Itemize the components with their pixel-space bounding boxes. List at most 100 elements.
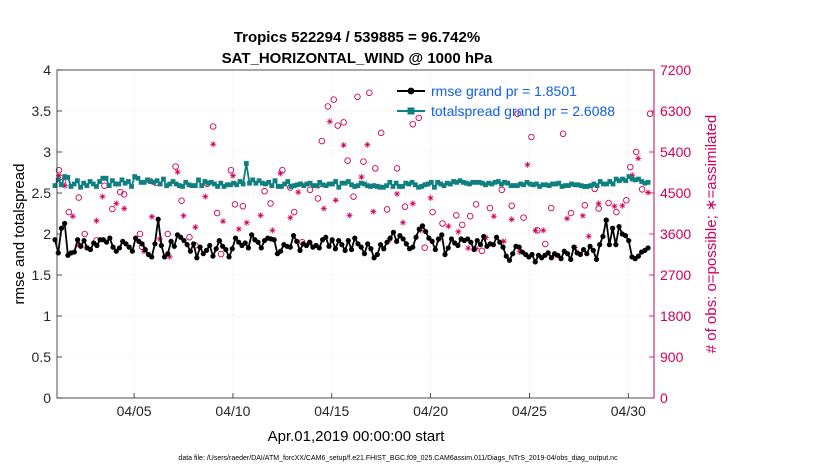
obs-assimilated-point [579,212,586,219]
obs-assimilated-point [540,227,547,234]
y-tick-label: 4 [43,62,51,78]
x-axis-label: Apr.01,2019 00:00:00 start [268,428,446,445]
spread-series [52,161,651,190]
spread-point [256,178,262,184]
rmse-point [410,244,416,250]
obs-assimilated-point [295,189,302,196]
spread-point [572,182,578,188]
spread-point [374,184,380,189]
rmse-point [197,244,203,250]
spread-point [148,179,154,184]
obs-possible-point [330,96,338,103]
rmse-point [213,246,219,252]
rmse-point [464,236,471,242]
rmse-point [249,232,255,238]
data-file-footnote: data file: /Users/raeder/DAI/ATM_forcXX/… [178,455,618,462]
rmse-point [184,242,190,248]
rmse-point [555,252,561,258]
y-tick-label: 2 [43,226,51,242]
spread-point [607,179,613,184]
legend-spread-marker [407,107,415,115]
spread-point [438,181,444,187]
obs-possible-point [75,194,82,201]
obs-assimilated-point [532,227,539,234]
rmse-point [223,246,229,253]
rmse-point [371,255,377,261]
spread-point [196,177,201,183]
spread-point [639,179,645,184]
spread-point [326,181,332,187]
y2-tick-label: 5400 [660,144,691,160]
y2-tick-label: 7200 [660,62,691,78]
spread-point [90,181,96,187]
spread-point [368,184,374,189]
spread-point [416,184,421,190]
spread-point [237,179,243,184]
spread-point [208,179,214,185]
rmse-point [568,256,574,263]
rmse-point [490,242,496,248]
obs-possible-point [354,93,361,101]
spread-point [499,181,504,187]
obs-possible-point [227,166,235,174]
rmse-point [352,235,358,241]
rmse-point [336,237,342,244]
spread-point [301,183,307,189]
rmse-point [616,224,622,230]
rmse-point [397,233,403,239]
spread-point [113,181,119,187]
spread-point [460,179,466,185]
obs-possible-point [178,197,185,204]
rmse-point [113,248,119,254]
y2-tick-label: 1800 [660,308,691,324]
spread-point [435,179,441,185]
y-tick-label: 1 [43,308,51,324]
obs-assimilated-point [202,193,209,200]
rmse-point [258,245,264,251]
spread-point [454,179,460,185]
spread-point [218,180,224,186]
obs-assimilated-point [320,205,327,212]
spread-point [349,182,354,188]
rmse-point [355,241,361,247]
spread-point [74,178,80,184]
spread-point [562,183,568,189]
rmse-point [374,251,380,258]
obs-assimilated-point [235,225,242,232]
rmse-point [387,235,393,241]
spread-point [629,176,635,182]
spread-point [412,182,418,188]
obs-assimilated-point [166,253,173,260]
rmse-point [158,242,164,249]
obs-possible-point [458,221,466,229]
spread-point [135,175,141,181]
spread-point [355,183,361,189]
obs-possible-point [164,230,171,238]
spread-point [141,179,147,185]
spread-point [486,180,492,186]
legend-rmse-marker [407,87,415,95]
obs-assimilated-point [370,208,377,215]
obs-possible-point [486,204,494,212]
obs-possible-point [429,208,436,216]
spread-point [409,179,415,185]
spread-point [307,180,313,186]
spread-point [636,176,641,182]
spread-point [559,184,565,189]
legend: rmse grand pr = 1.8501 totalspread grand… [397,83,615,119]
spread-point [106,183,112,189]
spread-point [610,181,616,187]
rmse-point [503,253,509,259]
obs-possible-point [366,89,373,97]
rmse-point [171,243,177,249]
spread-point [84,183,90,189]
obs-assimilated-point [326,118,333,125]
plot-area [57,70,654,398]
obs-assimilated-point [490,213,497,220]
rmse-point [439,232,445,238]
spread-point [97,179,103,184]
obs-possible-point [547,204,555,212]
spread-point [601,181,606,187]
spread-point [221,184,227,189]
rmse-point [129,248,135,254]
